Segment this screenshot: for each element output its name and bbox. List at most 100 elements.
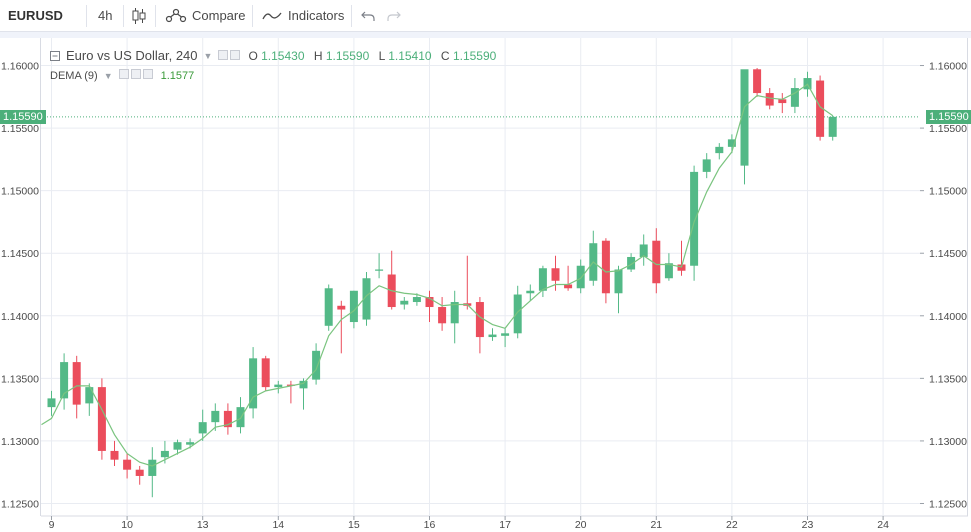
last-price-tag-left: 1.15590 — [0, 109, 46, 124]
chart-style-button[interactable] — [132, 0, 146, 31]
candle-body-down — [677, 264, 686, 271]
x-tick-label: 14 — [272, 519, 284, 531]
toolbar-divider — [351, 5, 352, 27]
candle-body-up — [400, 300, 409, 305]
candle-body-up — [274, 384, 283, 388]
y-tick-label-right: 1.13000 — [929, 436, 967, 448]
candle-body-up — [715, 146, 724, 154]
chevron-down-icon[interactable]: ▼ — [103, 70, 113, 81]
toolbar-divider — [252, 5, 253, 27]
candle-body-down — [261, 358, 270, 388]
x-tick-label: 15 — [348, 519, 360, 531]
x-tick-label: 16 — [424, 519, 436, 531]
candle-body-up — [627, 256, 636, 270]
toolbar-spacer — [0, 32, 971, 38]
x-tick-label: 10 — [121, 519, 133, 531]
candle-body-up — [186, 442, 195, 445]
indicator-value: 1.1577 — [160, 69, 195, 82]
candle-body-up — [538, 268, 547, 291]
chart-pane[interactable] — [40, 38, 968, 516]
candle-body-up — [488, 334, 497, 338]
candle-body-down — [110, 450, 119, 460]
candle-body-down — [438, 307, 447, 324]
indicators-icon — [262, 12, 282, 19]
candle-body-up — [727, 139, 736, 147]
y-tick-label-left: 1.14500 — [1, 248, 39, 260]
symbol-label: EURUSD — [8, 8, 63, 23]
candle-body-up — [324, 288, 333, 326]
x-tick-label: 22 — [726, 519, 738, 531]
candle-body-up — [249, 358, 258, 409]
candle-body-down — [72, 362, 81, 405]
remove-icon[interactable] — [142, 69, 153, 79]
collapse-icon[interactable] — [50, 50, 60, 61]
indicators-button[interactable]: Indicators — [262, 0, 344, 31]
indicators-label: Indicators — [288, 8, 345, 23]
candle-body-up — [60, 362, 69, 399]
candle-body-down — [97, 387, 106, 451]
x-tick-label: 9 — [49, 519, 55, 531]
gear-icon[interactable] — [130, 69, 141, 79]
y-tick-label-right: 1.14500 — [929, 248, 967, 260]
gear-icon[interactable] — [230, 49, 241, 60]
candle-body-down — [564, 284, 573, 289]
close-label: C — [440, 48, 450, 63]
candle-body-down — [123, 459, 132, 470]
candle-body-up — [513, 294, 522, 334]
eye-icon[interactable] — [218, 49, 229, 60]
candle-body-up — [828, 116, 837, 137]
chevron-down-icon[interactable]: ▼ — [203, 50, 213, 61]
y-tick-label-left: 1.16000 — [1, 61, 39, 73]
candle-body-down — [601, 240, 610, 294]
candle-body-up — [148, 459, 157, 476]
candle-body-down — [753, 69, 762, 94]
y-tick-label-left: 1.13000 — [1, 436, 39, 448]
series-settings-icons[interactable] — [218, 49, 242, 63]
interval-button[interactable]: 4h — [98, 0, 112, 31]
high-value: 1.15590 — [325, 48, 370, 63]
indicator-settings-icons[interactable] — [118, 69, 155, 82]
candle-body-up — [299, 380, 308, 389]
candle-body-up — [211, 410, 220, 423]
candle-body-up — [412, 297, 421, 303]
eye-icon[interactable] — [118, 69, 129, 79]
undo-icon — [361, 11, 375, 21]
candle-body-down — [135, 469, 144, 476]
indicator-name: DEMA (9) — [50, 69, 98, 82]
candle-body-down — [765, 93, 774, 106]
candle-body-up — [173, 442, 182, 450]
undo-button[interactable] — [361, 0, 375, 31]
compare-button[interactable]: Compare — [165, 0, 245, 31]
candle-body-up — [362, 278, 371, 320]
symbol-search-button[interactable]: EURUSD — [8, 0, 63, 31]
candle-body-down — [337, 305, 346, 310]
y-tick-label-left: 1.15500 — [1, 123, 39, 135]
compare-label: Compare — [192, 8, 246, 23]
close-value: 1.15590 — [452, 48, 497, 63]
candle-body-down — [816, 80, 825, 137]
candle-body-up — [375, 269, 384, 271]
candle-body-up — [576, 265, 585, 289]
x-tick-label: 23 — [802, 519, 814, 531]
y-tick-label-left: 1.14000 — [1, 311, 39, 323]
candle-body-up — [198, 422, 207, 434]
dema-line — [41, 83, 834, 467]
y-tick-label-left: 1.15000 — [1, 186, 39, 198]
x-tick-label: 20 — [575, 519, 587, 531]
candle-body-down — [286, 384, 295, 386]
candle-body-up — [160, 450, 169, 458]
low-label: L — [378, 48, 385, 63]
redo-button[interactable] — [387, 0, 401, 31]
candle-body-up — [702, 159, 711, 172]
y-tick-label-right: 1.16000 — [929, 61, 967, 73]
series-legend: Euro vs US Dollar, 240 ▼ O 1.15430 H 1.1… — [50, 48, 502, 63]
open-value: 1.15430 — [261, 48, 305, 63]
candle-body-up — [790, 88, 799, 107]
redo-icon — [387, 11, 401, 21]
candle-body-up — [639, 244, 648, 257]
candle-body-up — [501, 333, 510, 336]
candlestick-icon — [132, 7, 146, 24]
toolbar-divider — [123, 5, 124, 27]
candle-body-down — [475, 302, 484, 338]
